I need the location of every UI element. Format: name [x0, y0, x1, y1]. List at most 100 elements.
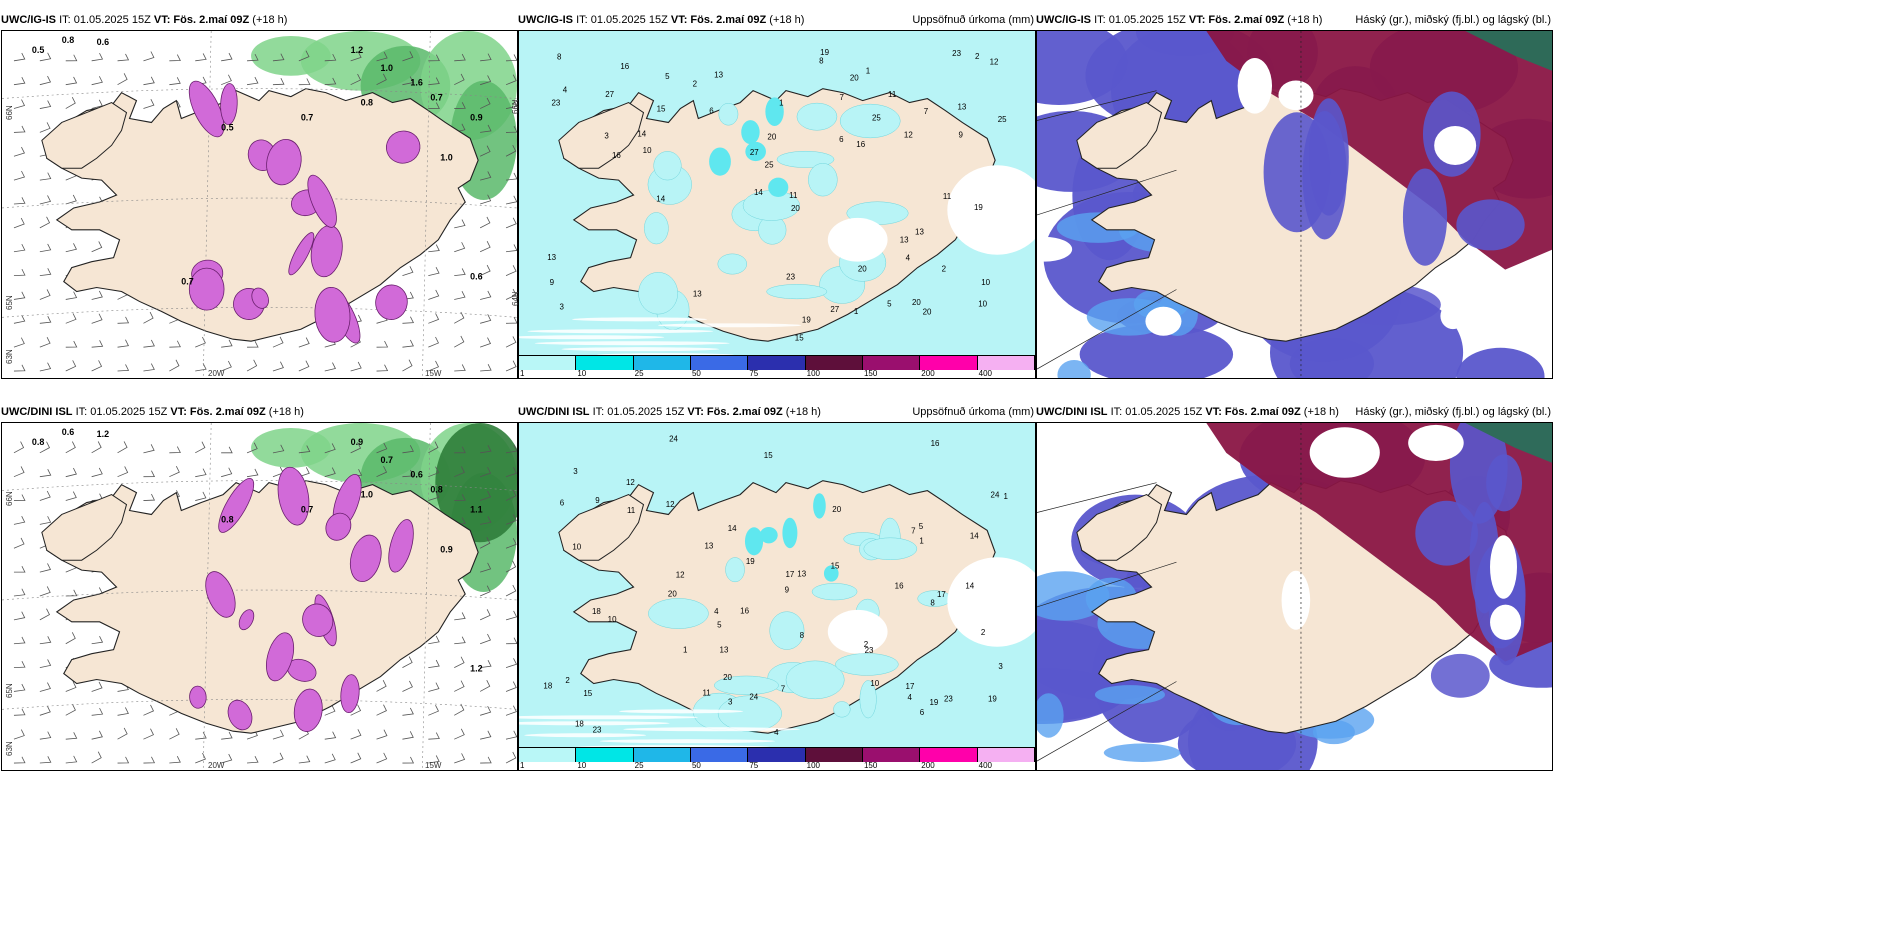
graticule [1037, 423, 1302, 770]
precip-value: 20 [668, 589, 677, 598]
precip-value: 16 [620, 62, 629, 71]
graticule [2, 423, 517, 770]
precip-value: 13 [900, 235, 909, 244]
precip-value: 24 [669, 435, 678, 444]
precip-value: 27 [605, 90, 614, 99]
precip-value: 17 [785, 570, 794, 579]
clear-sky [1281, 424, 1552, 763]
precip-value: 5 [665, 72, 670, 81]
precip-value: 20 [767, 132, 776, 141]
precip-value: 8 [930, 598, 935, 607]
colorbar-segment: 200 [920, 356, 978, 378]
precip-value: 24 [991, 490, 1000, 499]
colorbar-level-label: 150 [863, 761, 878, 770]
colorbar-segment: 100 [805, 748, 863, 770]
panel-cloud-bottom: UWC/DINI ISL IT: 01.05.2025 15Z VT: Fös.… [1036, 406, 1553, 771]
precip-cells [188, 80, 421, 344]
map-wind: 0.8 0.6 0.5 1.2 1.0 1.6 0.7 0.9 1.0 0.8 0.7 0.5 0.6 0… [1, 30, 518, 379]
panel-wind-top: UWC/IG-IS IT: 01.05.2025 15Z VT: Fös. 2.… [1, 14, 520, 379]
precip-value: 14 [637, 129, 646, 138]
precip-value: 25 [765, 161, 774, 170]
wind-value: 0.7 [430, 93, 442, 103]
precip-value: 19 [820, 48, 829, 57]
wind-value: 1.6 [410, 78, 422, 88]
precip-value: 20 [723, 673, 732, 682]
precip-value: 15 [795, 334, 804, 343]
precip-value: 7 [781, 685, 786, 694]
precip-value: 4 [906, 253, 911, 262]
precip-value: 11 [888, 90, 897, 99]
precip-value: 15 [831, 561, 840, 570]
precip-value: 16 [856, 140, 865, 149]
panel-precip-top: UWC/IG-IS IT: 01.05.2025 15Z VT: Fös. 2.… [518, 14, 1036, 379]
westfjords-coastline [558, 102, 645, 169]
lat-label: 65N [5, 295, 14, 310]
lat-label: 65N [5, 683, 14, 698]
precip-value: 23 [552, 98, 561, 107]
colorbar-segment: 75 [748, 356, 806, 378]
precip-value: 14 [965, 582, 974, 591]
map-cloud [1036, 30, 1553, 379]
lat-label: 63N [5, 741, 14, 756]
panel-cloud-top: UWC/IG-IS IT: 01.05.2025 15Z VT: Fös. 2.… [1036, 14, 1553, 379]
precip-value: 14 [754, 188, 763, 197]
precip-value: 13 [720, 646, 729, 655]
colorbar-level-label: 50 [691, 369, 701, 378]
wind-value: 1.2 [470, 664, 482, 674]
lon-label: 20W [208, 761, 225, 770]
precip-values: 27 20192523111013201614131234567891215272… [547, 48, 1007, 342]
wind-value: 0.7 [301, 504, 313, 514]
westfjords-coastline [558, 494, 645, 561]
map-cloud [1036, 422, 1553, 771]
precip-value: 7 [924, 107, 929, 116]
colorbar-level-label: 75 [749, 369, 759, 378]
precip-value: 19 [802, 315, 811, 324]
precip-value: 6 [920, 708, 925, 717]
precip-value: 10 [870, 679, 879, 688]
precip-value: 13 [693, 289, 702, 298]
westfjords-coastline [41, 494, 128, 561]
precip-cells [189, 466, 414, 732]
map-precip: 27 20 19 25 23 11 10 13 20 16 14 13 1 2 3 4 5 6 7 8 9 12 15 27 2… [518, 30, 1036, 379]
cloud-map-canvas [1037, 423, 1552, 770]
precip-value: 1 [1003, 492, 1008, 501]
precip-value: 11 [702, 688, 711, 697]
wind-value: 0.6 [62, 427, 74, 437]
colorbar-segment: 50 [690, 748, 749, 770]
precip-value: 8 [800, 631, 805, 640]
colorbar-level-label: 200 [921, 369, 935, 378]
colorbar-level-label: 400 [978, 761, 992, 770]
precip-value: 13 [915, 227, 924, 236]
precip-value: 12 [990, 57, 999, 66]
precip-value: 15 [764, 451, 773, 460]
wind-value: 0.8 [32, 437, 44, 447]
precip-value: 14 [970, 531, 979, 540]
precip-value: 23 [865, 646, 874, 655]
precip-value: 16 [612, 151, 621, 160]
precip-value: 12 [666, 500, 675, 509]
precip-value: 15 [583, 689, 592, 698]
panel-title: UWC/IG-IS IT: 01.05.2025 15Z VT: Fös. 2.… [518, 14, 1034, 26]
lon-label: 15W [425, 761, 442, 770]
precip-value: 19 [988, 694, 997, 703]
precip-value: 16 [931, 439, 940, 448]
colorbar-segment: 150 [862, 748, 921, 770]
colorbar-level-label: 150 [863, 369, 878, 378]
precip-value: 27 [750, 148, 759, 157]
westfjords-coastline [1076, 102, 1163, 169]
westfjords-coastline [41, 102, 128, 169]
precip-value: 19 [930, 698, 939, 707]
precip-value: 2 [942, 265, 947, 274]
precip-value: 8 [557, 53, 562, 62]
wind-value: 0.6 [410, 470, 422, 480]
panel-wind-bottom: UWC/DINI ISL IT: 01.05.2025 15Z VT: Fös.… [1, 406, 518, 771]
colorbar-level-label: 1 [520, 761, 525, 770]
panel-title: UWC/DINI ISL IT: 01.05.2025 15Z VT: Fös.… [1, 406, 304, 418]
wind-value: 0.5 [221, 122, 233, 132]
wind-value: 0.8 [221, 514, 233, 524]
wind-value: 0.5 [32, 45, 44, 55]
precip-value: 7 [840, 93, 845, 102]
colorbar-segment: 50 [690, 356, 749, 378]
wind-value: 0.9 [351, 437, 363, 447]
